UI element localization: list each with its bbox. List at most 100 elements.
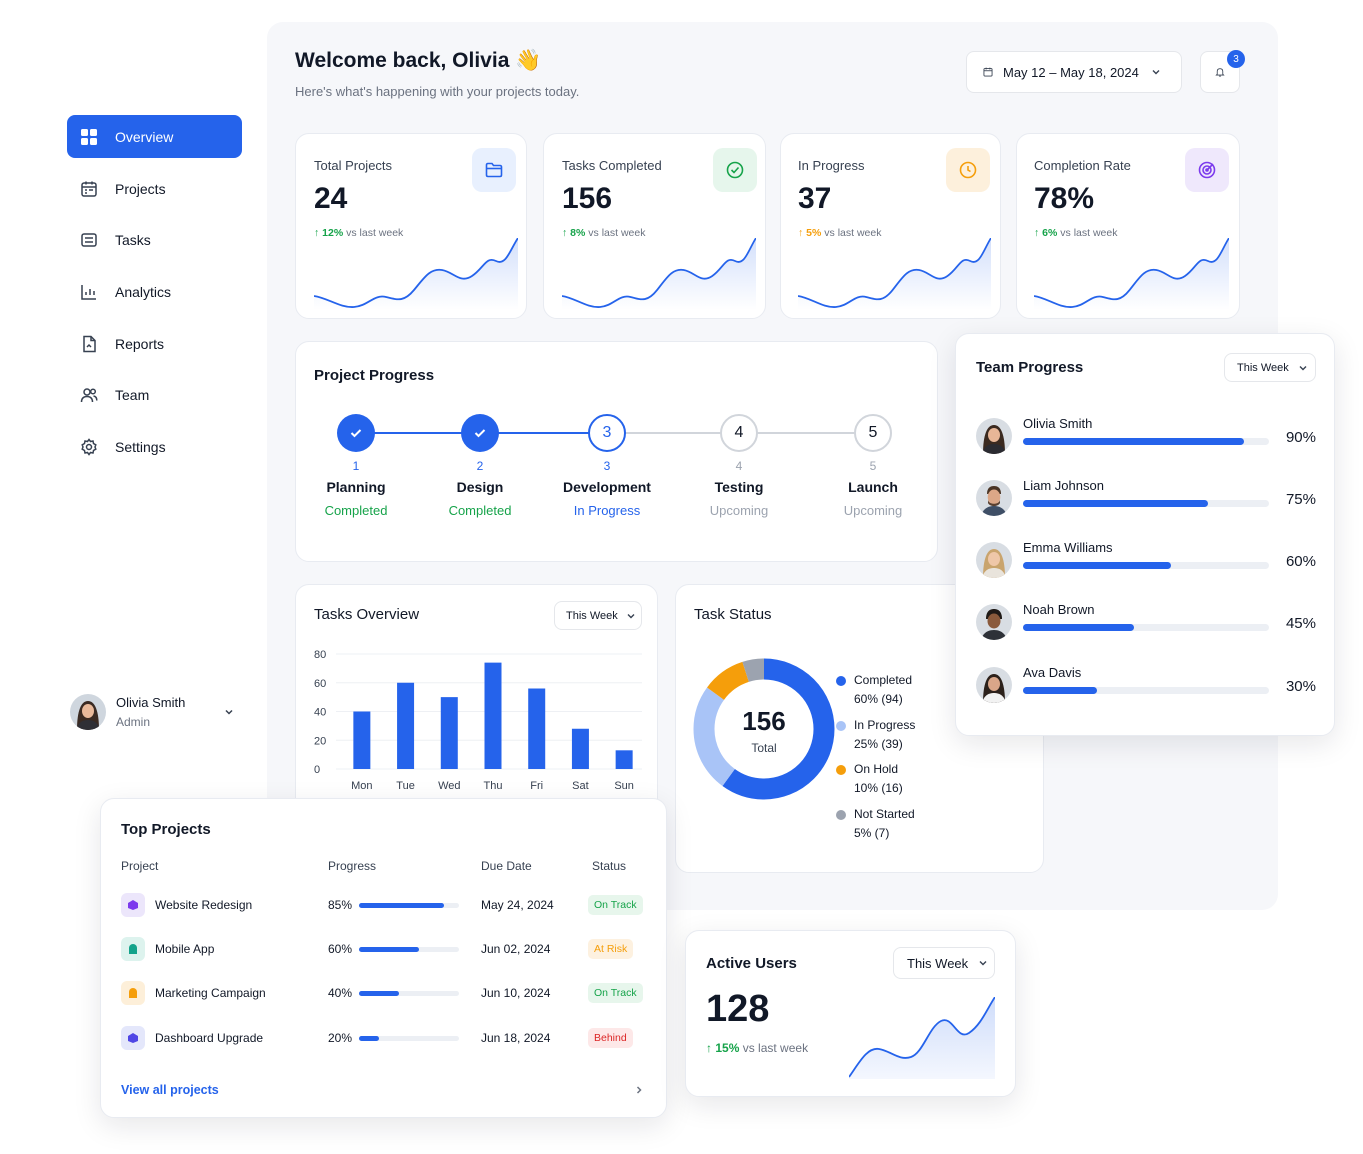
stat-value: 24 [314,182,348,215]
team-progress-filter[interactable]: This Week [1224,353,1316,382]
member-percent: 30% [1285,678,1316,695]
legend-item-on-hold: On Hold 10% (16) [836,762,903,795]
sparkline-chart [314,238,518,310]
progress-bar-fill [359,991,399,996]
member-percent: 60% [1285,553,1316,570]
step-design[interactable]: 2 Design Completed [420,414,540,518]
step-circle: 4 [720,414,758,452]
table-row[interactable]: Website Redesign 85% May 24, 2024 On Tra… [121,893,646,921]
step-name: Planning [326,479,386,495]
member-name: Liam Johnson [1023,478,1104,493]
card-title: Team Progress [976,359,1084,376]
sidebar-item-reports[interactable]: Reports [67,322,242,365]
document-icon [80,335,98,353]
step-status: Upcoming [843,503,903,518]
step-connector [740,432,874,434]
progress-bar-fill [1023,438,1245,445]
step-number: 1 [352,459,360,473]
card-title: Tasks Overview [314,606,420,623]
legend-detail: 10% (16) [854,781,903,795]
progress-bar-fill [359,903,444,908]
team-member-row[interactable]: Ava Davis 30% [976,665,1316,705]
stat-card-completion-rate: Completion Rate 78% ↑ 6% vs last week [1016,133,1240,319]
sidebar-item-overview[interactable]: Overview [67,115,242,158]
step-testing[interactable]: 4 4 Testing Upcoming [679,414,799,518]
bar-mon[interactable] [353,711,371,770]
legend-dot [836,676,846,686]
view-all-projects-link[interactable]: View all projects [121,1083,219,1097]
user-profile[interactable]: Olivia Smith Admin [70,693,245,733]
stat-card-in-progress: In Progress 37 ↑ 5% vs last week [780,133,1001,319]
stat-delta: ↑ 5% vs last week [798,227,882,239]
user-name: Olivia Smith [116,695,186,710]
step-launch[interactable]: 5 5 Launch Upcoming [813,414,933,518]
filter-label: This Week [907,955,969,971]
team-member-row[interactable]: Liam Johnson 75% [976,478,1316,518]
sidebar-item-settings[interactable]: Settings [67,425,242,468]
step-status: Completed [324,503,388,518]
donut-segment-in-progress[interactable] [693,658,835,800]
project-name: Website Redesign [155,898,253,912]
date-range-picker[interactable]: May 12 – May 18, 2024 [966,51,1182,93]
avatar [976,480,1012,516]
donut-segment-not-started[interactable] [693,658,835,800]
y-tick-label: 60 [314,678,326,690]
folder-icon [472,148,516,192]
user-role: Admin [116,715,151,729]
step-development[interactable]: 3 3 Development In Progress [547,414,667,518]
active-users-filter[interactable]: This Week [893,947,995,979]
team-member-row[interactable]: Olivia Smith 90% [976,416,1316,456]
stat-value: 37 [798,182,832,215]
project-icon [121,893,145,917]
sidebar-item-projects[interactable]: Projects [67,167,242,210]
step-connector [356,432,481,434]
progress-bar-fill [1023,562,1171,569]
active-users-sparkline [849,997,995,1079]
legend-label: In Progress [854,718,916,732]
bell-icon [1215,67,1225,77]
avatar [976,418,1012,454]
stat-card-tasks-completed: Tasks Completed 156 ↑ 8% vs last week [543,133,766,319]
team-member-row[interactable]: Noah Brown 45% [976,602,1316,642]
stat-label: In Progress [798,158,865,173]
sidebar-item-team[interactable]: Team [67,373,242,416]
card-title: Task Status [694,606,772,623]
step-planning[interactable]: 1 Planning Completed [296,414,416,518]
x-tick-label: Thu [484,780,503,792]
table-row[interactable]: Marketing Campaign 40% Jun 10, 2024 On T… [121,981,646,1009]
due-date: Jun 02, 2024 [481,942,551,956]
due-date: May 24, 2024 [481,898,554,912]
bar-tue[interactable] [397,682,415,769]
sidebar-item-label: Overview [115,128,174,145]
bar-fri[interactable] [528,688,546,770]
bar-thu[interactable] [484,662,502,769]
chevron-down-icon [1151,67,1161,77]
sidebar-item-analytics[interactable]: Analytics [67,270,242,313]
progress-bar-fill [359,1036,379,1041]
page-title: Welcome back, Olivia 👋 [295,49,542,72]
step-status: Completed [448,503,512,518]
table-row[interactable]: Mobile App 60% Jun 02, 2024 At Risk [121,937,646,965]
stat-delta: ↑ 6% vs last week [1034,227,1118,239]
progress-bar [1023,562,1269,569]
progress-bar [1023,624,1269,631]
grid-icon [80,128,98,146]
table-row[interactable]: Dashboard Upgrade 20% Jun 18, 2024 Behin… [121,1026,646,1054]
sidebar-item-tasks[interactable]: Tasks [67,218,242,261]
team-member-row[interactable]: Emma Williams 60% [976,540,1316,580]
bar-sun[interactable] [615,750,633,769]
chevron-right-icon[interactable] [633,1083,645,1101]
sparkline-chart [562,238,756,310]
sidebar-item-label: Analytics [115,283,172,300]
x-tick-label: Mon [351,780,372,792]
chevron-down-icon[interactable] [223,705,235,723]
date-range-label: May 12 – May 18, 2024 [1003,64,1139,80]
bar-sat[interactable] [571,728,589,769]
step-connector [608,432,740,434]
bar-wed[interactable] [440,697,458,769]
legend-detail: 25% (39) [854,737,903,751]
legend-item-not-started: Not Started 5% (7) [836,807,915,840]
column-header-progress: Progress [328,859,377,873]
avatar [976,542,1012,578]
tasks-overview-filter[interactable]: This Week [554,601,642,630]
